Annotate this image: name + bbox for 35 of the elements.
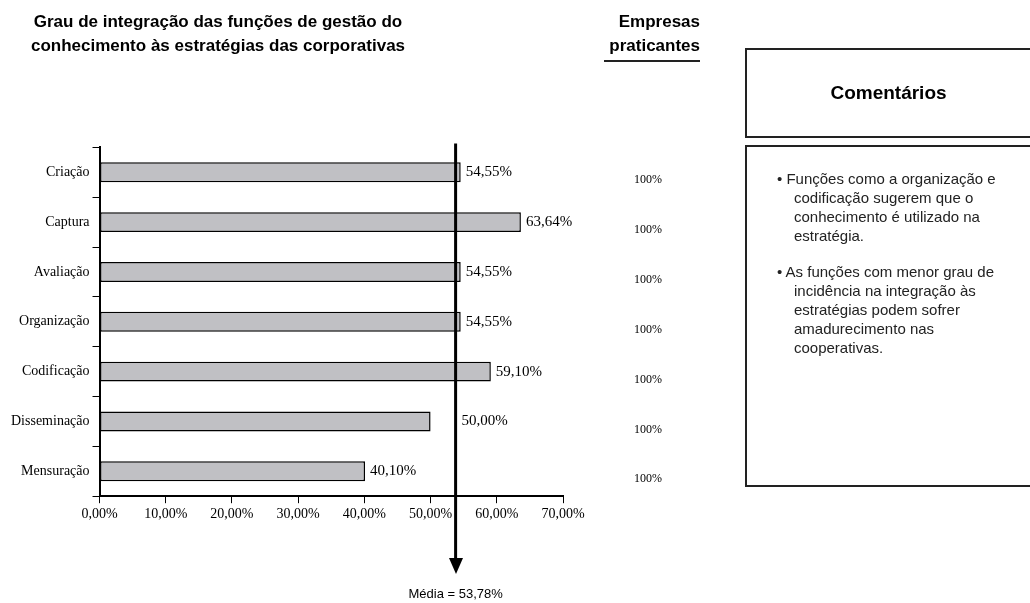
x-tick-label: 10,00% xyxy=(144,506,188,522)
data-label: 54,55% xyxy=(465,312,512,329)
data-label: 40,10% xyxy=(370,462,417,479)
text: 100% xyxy=(634,471,662,486)
text: Comentários xyxy=(745,48,1030,138)
y-tick-label: Organização xyxy=(19,313,90,329)
y-tick-label: Avaliação xyxy=(33,263,90,279)
x-tick-label: 20,00% xyxy=(210,506,254,522)
x-tick-label: 40,00% xyxy=(342,506,387,522)
x-tick-label: 70,00% xyxy=(541,506,585,522)
chart-title: Grau de integração das funções de gestão do conhecimento às estratégias das corporativas xyxy=(29,11,407,57)
text: 100% xyxy=(634,222,662,237)
y-tick-label: Captura xyxy=(45,213,91,229)
x-tick-label: 60,00% xyxy=(475,506,519,522)
data-label: 54,55% xyxy=(465,163,512,180)
text: 100% xyxy=(634,172,662,187)
text: 100% xyxy=(634,272,662,287)
text: • Funções como a organização e codificação sugerem que o conhecimento é utilizado na estratégia. xyxy=(777,169,997,245)
y-tick-label: Disseminação xyxy=(11,413,90,429)
ref-line-label: Média = 53,78% xyxy=(408,585,504,601)
x-tick-label: 30,00% xyxy=(276,506,321,522)
data-label: 50,00% xyxy=(461,412,508,429)
text: • As funções com menor grau de incidência na integração às estratégias podem sofrer amadurecimento nas cooperativas. xyxy=(777,262,996,357)
x-tick-label: 50,00% xyxy=(408,506,453,522)
y-tick-label: Mensuração xyxy=(21,462,90,478)
text: 100% xyxy=(634,421,662,436)
text: Empresas praticantes xyxy=(604,10,700,62)
y-tick-label: Codificação xyxy=(21,363,90,379)
text: 100% xyxy=(634,371,662,386)
text: 100% xyxy=(634,321,662,336)
x-tick-label: 0,00% xyxy=(81,506,118,522)
y-tick-label: Criação xyxy=(46,163,90,179)
data-label: 54,55% xyxy=(465,262,512,279)
data-label: 59,10% xyxy=(495,362,543,379)
data-label: 63,64% xyxy=(525,213,573,230)
